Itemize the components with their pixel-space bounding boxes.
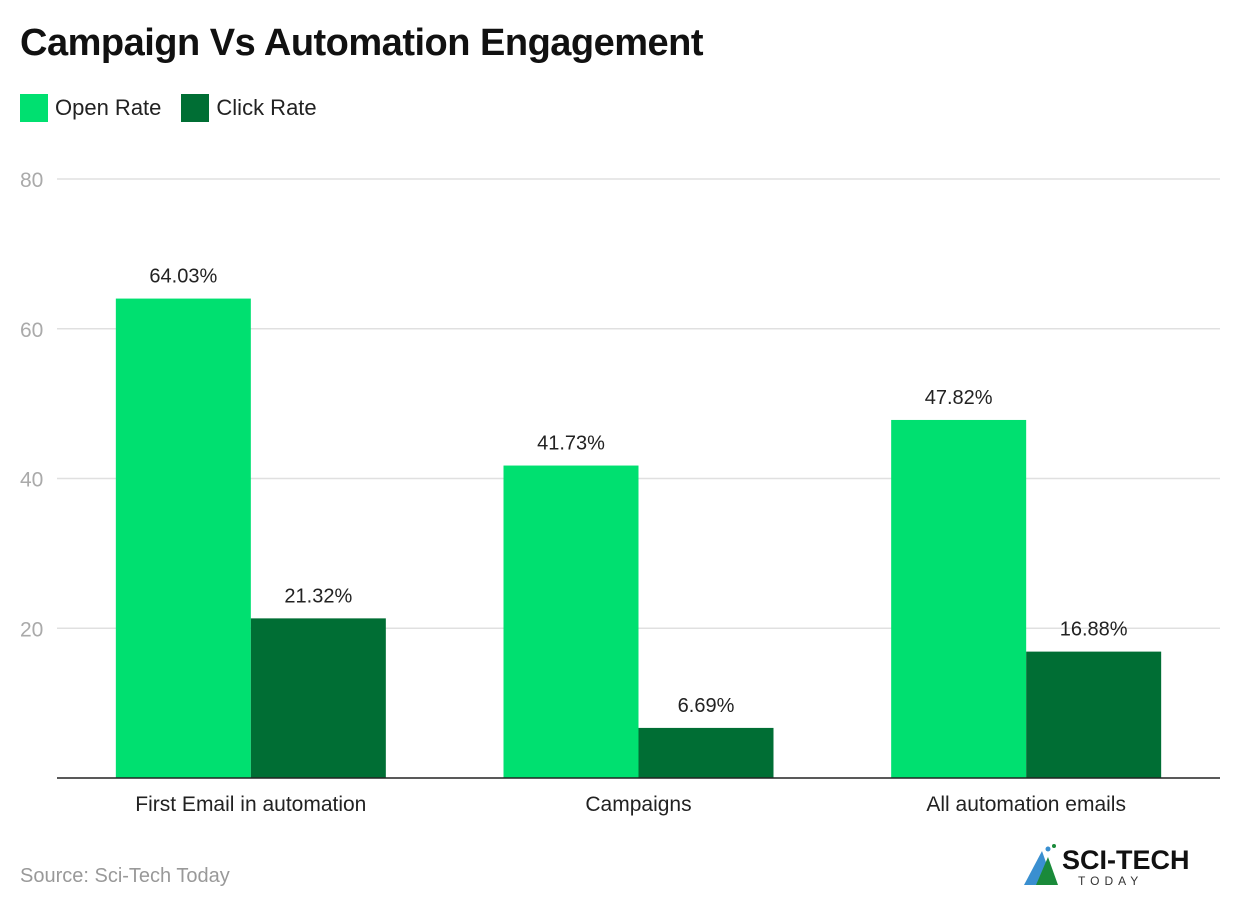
svg-text:SCI-TECH: SCI-TECH	[1062, 845, 1190, 875]
legend-item-open-rate: Open Rate	[20, 94, 161, 122]
legend-label: Click Rate	[216, 95, 317, 120]
y-tick-label: 80	[20, 169, 43, 192]
x-tick-label: All automation emails	[926, 793, 1126, 816]
legend-swatch-open-rate	[20, 94, 48, 122]
source-text: Source: Sci-Tech Today	[20, 865, 230, 887]
legend-item-click-rate: Click Rate	[181, 94, 317, 122]
svg-text:TODAY: TODAY	[1078, 874, 1143, 887]
legend-label: Open Rate	[55, 95, 162, 120]
bar-click-rate	[250, 618, 386, 778]
bar-click-rate	[638, 727, 774, 778]
sci-tech-today-logo: SCI-TECH TODAY	[1022, 843, 1202, 892]
data-label: 41.73%	[537, 433, 605, 455]
legend-swatch-click-rate	[181, 94, 210, 122]
data-label: 21.32%	[284, 585, 352, 607]
bar-open-rate	[115, 298, 251, 778]
data-label: 16.88%	[1060, 619, 1128, 641]
bar-click-rate	[1026, 651, 1162, 778]
data-label: 64.03%	[149, 266, 217, 288]
y-tick-label: 20	[20, 618, 43, 641]
x-tick-label: Campaigns	[585, 793, 691, 816]
y-tick-label: 60	[20, 319, 43, 342]
data-label: 47.82%	[925, 387, 993, 409]
x-tick-label: First Email in automation	[135, 793, 366, 816]
legend: Open Rate Click Rate	[20, 94, 317, 122]
data-label: 6.69%	[678, 695, 735, 717]
bar-open-rate	[503, 465, 639, 778]
y-tick-label: 40	[20, 469, 43, 492]
bar-open-rate	[891, 419, 1027, 778]
chart-title: Campaign Vs Automation Engagement	[20, 22, 704, 64]
